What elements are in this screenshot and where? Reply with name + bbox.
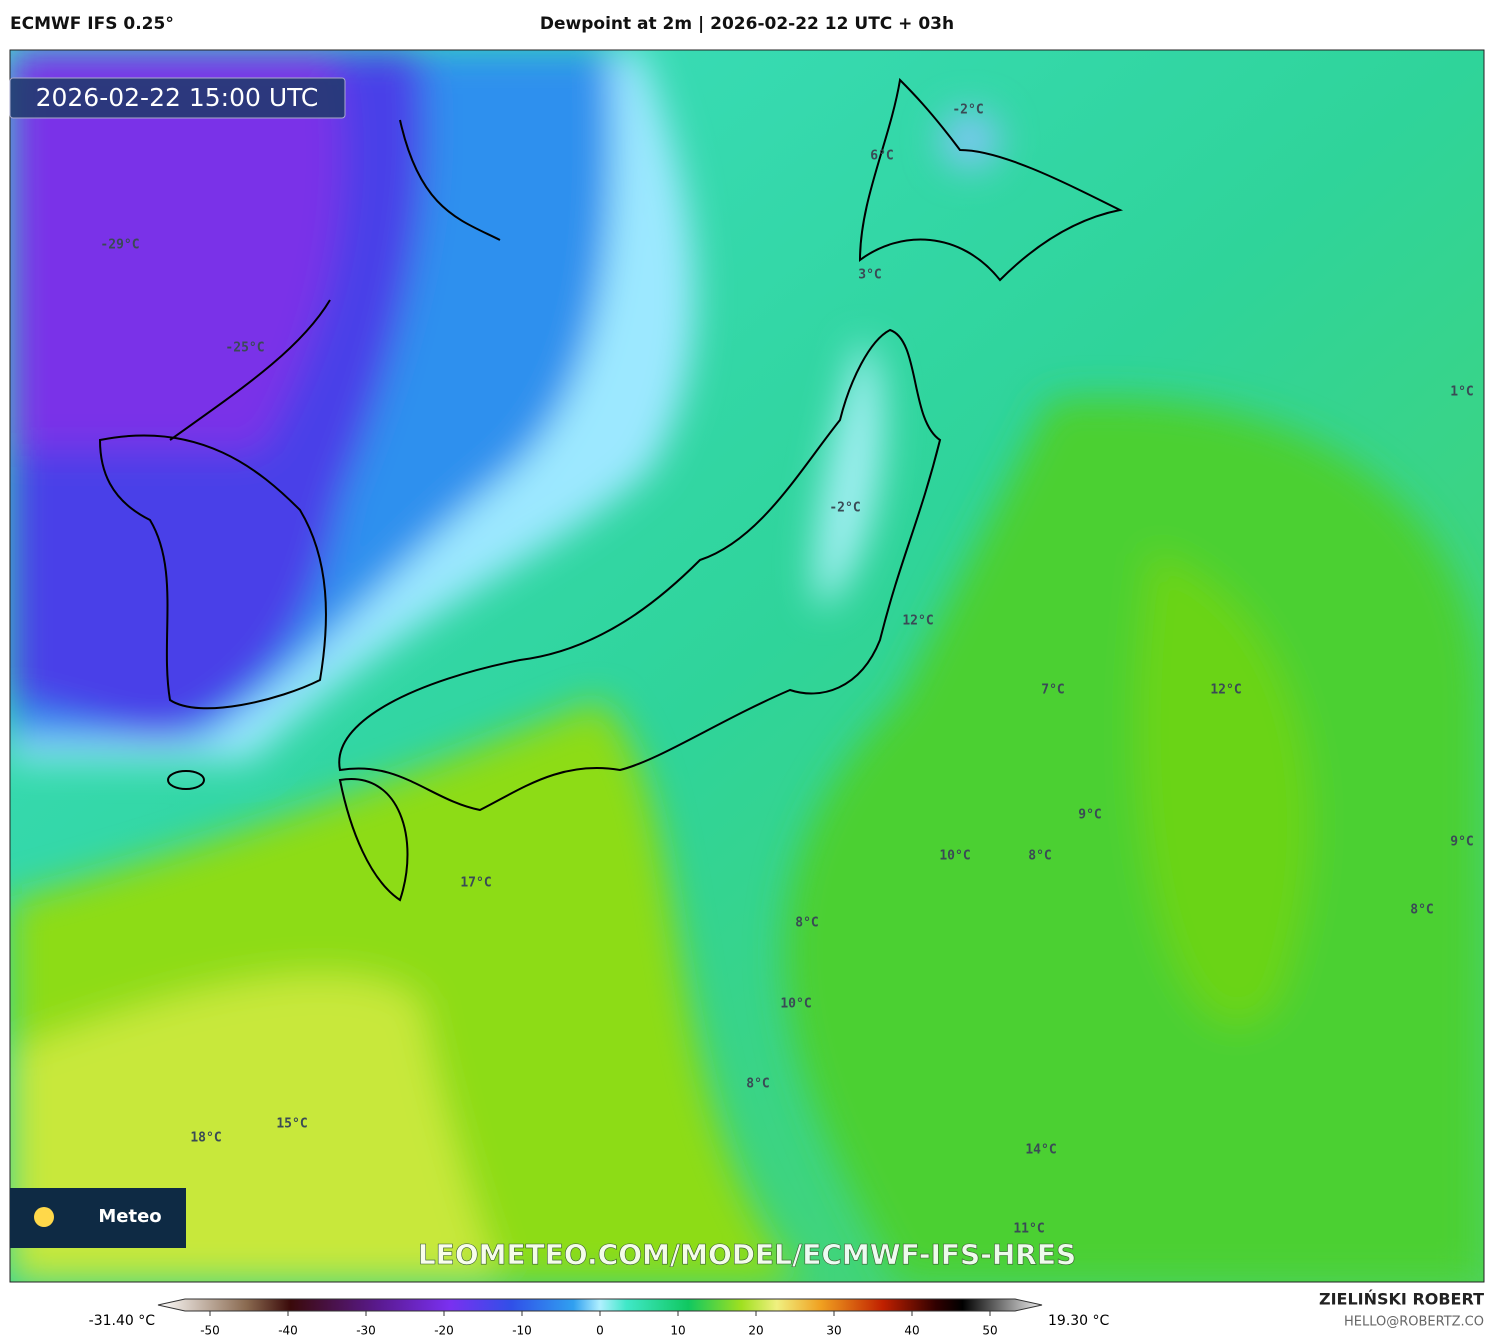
contour-label: -2°C (952, 103, 983, 118)
contour-label: 8°C (1028, 849, 1051, 864)
colorbar-tick-label: -20 (434, 1324, 454, 1338)
colorbar-min: -31.40 °C (89, 1313, 156, 1329)
colorbar (157, 1298, 1043, 1312)
contour-label: -2°C (829, 501, 860, 516)
contour-label: 8°C (1410, 903, 1433, 918)
colorbar-tick-label: 30 (826, 1324, 841, 1338)
contour-label: 10°C (939, 849, 970, 864)
contour-label: 3°C (858, 268, 881, 283)
contour-label: 14°C (1025, 1143, 1056, 1158)
coastlines (98, 77, 1124, 902)
colorbar-tick-label: 20 (748, 1324, 763, 1338)
map-field: -2°C 6°C -29°C 3°C -25°C 1°C -2°C 12°C 7°C 12°C 9°… (10, 50, 1484, 1282)
colorbar-tick-label: -30 (356, 1324, 376, 1338)
colorbar-tick-label: 0 (596, 1324, 604, 1338)
colorbar-tick-label: -40 (278, 1324, 298, 1338)
contour-label: 9°C (1450, 835, 1473, 850)
contour-label: 12°C (902, 614, 933, 629)
contour-label: 9°C (1078, 808, 1101, 823)
contour-label: 15°C (276, 1117, 307, 1132)
colorbar-tick-label: -50 (200, 1324, 220, 1338)
contour-label: 12°C (1210, 683, 1241, 698)
colorbar-tick-label: 40 (904, 1324, 919, 1338)
colorbar-tick-label: 10 (670, 1324, 685, 1338)
watermark: LEOMETEO.COM/MODEL/ECMWF-IFS-HRES (418, 1238, 1076, 1271)
logo-sun (34, 1207, 54, 1227)
colorbar-tick-label: 50 (982, 1324, 997, 1338)
contour-label: 18°C (190, 1131, 221, 1146)
email: HELLO@ROBERTZ.CO (1344, 1315, 1484, 1330)
colorbar-tick-label: -10 (512, 1324, 532, 1338)
contour-label: 6°C (870, 149, 893, 164)
contour-label: 8°C (746, 1077, 769, 1092)
model-name: ECMWF IFS 0.25° (10, 14, 174, 34)
contour-label: 7°C (1041, 683, 1064, 698)
contour-label: 11°C (1013, 1222, 1044, 1237)
contour-label: 8°C (795, 916, 818, 931)
logo: Meteo (98, 1206, 161, 1227)
contour-label: 1°C (1450, 385, 1473, 400)
contour-label: 10°C (780, 997, 811, 1012)
map-title: Dewpoint at 2m | 2026-02-22 12 UTC + 03h (539, 14, 955, 34)
colorbar-max: 19.30 °C (1048, 1313, 1110, 1329)
author: ZIELIŃSKI ROBERT (1319, 1290, 1484, 1309)
contour-label: -29°C (100, 238, 139, 253)
map-frame (9, 49, 1485, 1283)
contour-label: 17°C (460, 876, 491, 891)
contour-label: -25°C (225, 341, 264, 356)
timestamp-box (9, 77, 346, 119)
timestamp: 2026-02-22 15:00 UTC (36, 83, 319, 112)
